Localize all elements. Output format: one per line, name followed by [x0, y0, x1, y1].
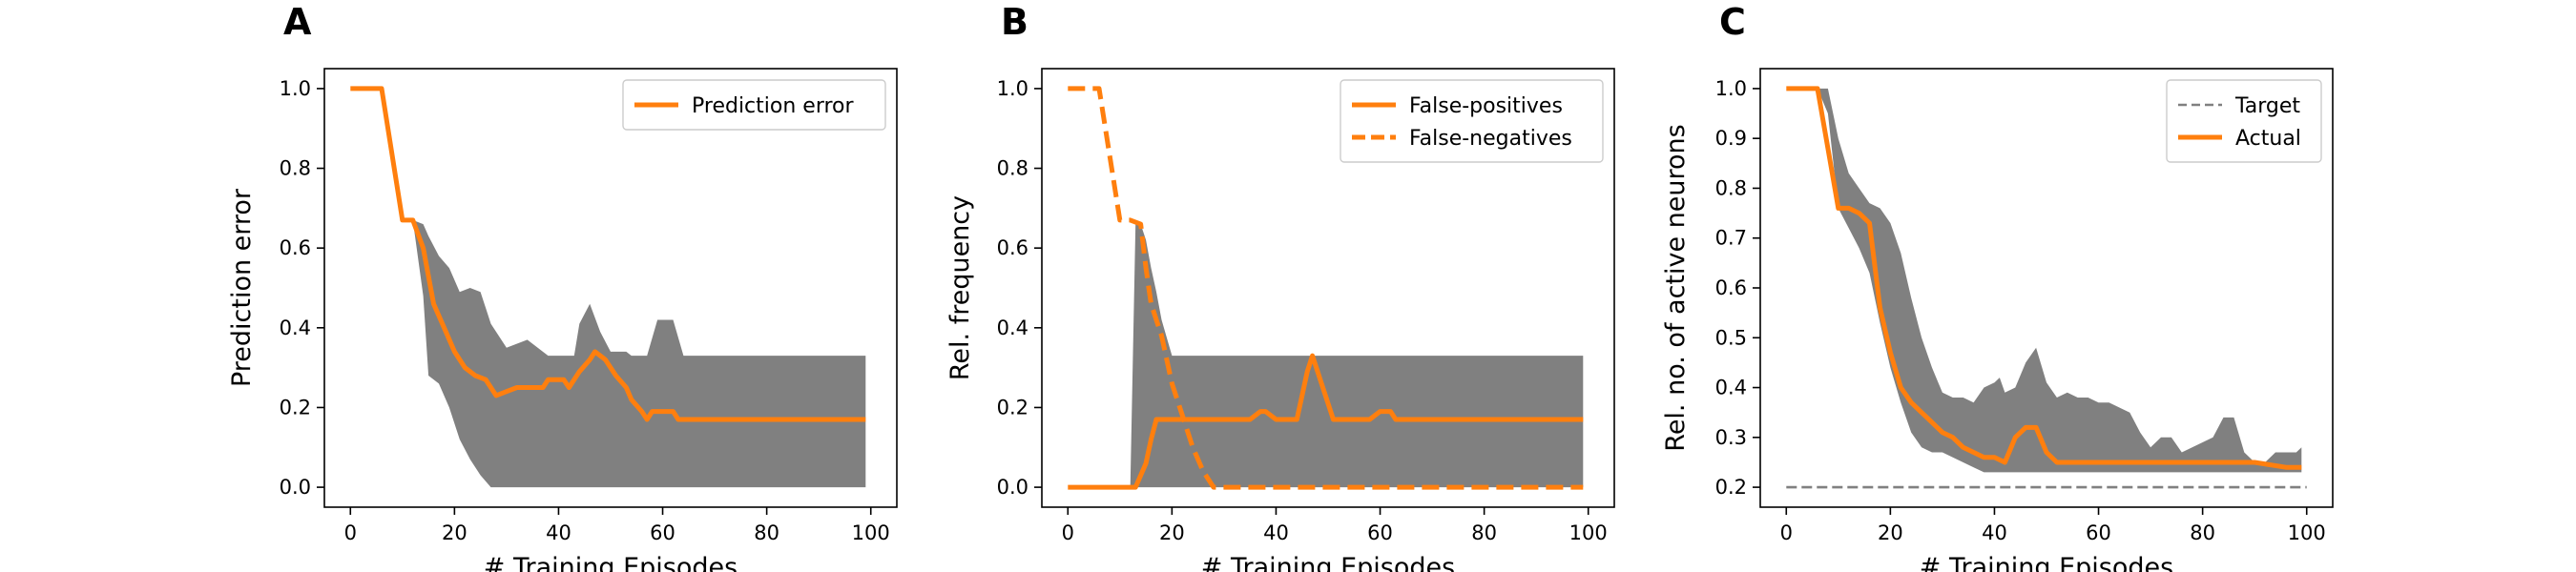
x-tick-label: 0	[1062, 521, 1074, 544]
y-tick-label: 0.8	[280, 157, 311, 180]
series-line-false-positives	[1068, 353, 1584, 490]
x-tick-label: 40	[546, 521, 571, 544]
x-tick-label: 40	[1982, 521, 2007, 544]
panel-letter: C	[1719, 1, 1746, 43]
spread-band	[350, 88, 866, 488]
x-tick-label: 20	[442, 521, 467, 544]
panel-letter: A	[283, 1, 312, 43]
x-tick-label: 100	[852, 521, 890, 544]
axes-frame	[1041, 68, 1615, 508]
legend: Target Actual	[2166, 79, 2322, 163]
legend-box	[1340, 79, 1604, 163]
x-tick-label: 60	[2086, 521, 2111, 544]
legend-box	[622, 79, 886, 131]
y-tick-label: 0.7	[1715, 227, 1747, 250]
y-tick-label: 0.4	[997, 317, 1028, 339]
y-tick-label: 1.0	[1715, 77, 1747, 100]
x-tick-label: 100	[1569, 521, 1608, 544]
y-axis-label: Prediction error	[227, 188, 257, 387]
series-line-actual	[1786, 86, 2302, 470]
y-tick-label: 1.0	[280, 77, 311, 100]
panel-c: C 0 20 40 60 80 100 0.2 0.3 0.4 0.5 0.6 0.7 0.8 0.9 1.0…	[1661, 1, 2334, 572]
legend-entry: Prediction error	[692, 94, 854, 118]
y-tick-label: 0.0	[997, 476, 1028, 499]
x-axis-label: # Training Episodes	[1201, 553, 1455, 572]
x-tick-label: 0	[344, 521, 357, 544]
y-tick-label: 0.8	[997, 157, 1028, 180]
x-tick-label: 100	[2288, 521, 2326, 544]
legend: Prediction error	[622, 79, 886, 131]
legend-entry: Actual	[2235, 127, 2301, 151]
y-tick-label: 0.4	[280, 317, 311, 339]
y-tick-label: 0.5	[1715, 326, 1747, 349]
x-tick-label: 0	[1780, 521, 1793, 544]
y-tick-label: 0.8	[1715, 176, 1747, 199]
x-tick-label: 80	[2190, 521, 2215, 544]
y-tick-label: 0.6	[280, 236, 311, 259]
panel-a: A 0 20 40 60 80 100 0.0 0.2 0.4 0.6 0.8 1.0 # Trainin…	[227, 1, 898, 572]
series-line-prediction-error	[350, 86, 866, 422]
y-tick-label: 1.0	[997, 77, 1028, 100]
x-tick-label: 60	[1367, 521, 1393, 544]
legend-entry: Target	[2234, 94, 2300, 118]
x-tick-label: 60	[650, 521, 675, 544]
panel-b: B 0 20 40 60 80 100 0.0 0.2 0.4 0.6 0.8 1.0 # Trainin…	[945, 1, 1615, 572]
series-line-false-negatives	[1068, 86, 1584, 490]
spread-band	[1786, 88, 2302, 473]
y-tick-label: 0.9	[1715, 127, 1747, 150]
x-axis-label: # Training Episodes	[484, 553, 737, 572]
x-axis-label: # Training Episodes	[1920, 553, 2173, 572]
y-tick-label: 0.2	[280, 396, 311, 419]
y-axis-label: Rel. no. of active neurons	[1661, 124, 1691, 451]
y-tick-label: 0.6	[1715, 276, 1747, 299]
x-tick-label: 80	[1471, 521, 1497, 544]
x-tick-label: 40	[1263, 521, 1289, 544]
y-axis-label: Rel. frequency	[945, 195, 975, 380]
legend-box	[2166, 79, 2322, 163]
y-tick-label: 0.3	[1715, 426, 1747, 449]
legend-entry: False-positives	[1409, 94, 1563, 118]
x-tick-label: 80	[754, 521, 779, 544]
axes-frame	[323, 68, 898, 508]
panel-letter: B	[1001, 1, 1028, 43]
y-tick-label: 0.4	[1715, 377, 1747, 399]
y-tick-label: 0.2	[997, 396, 1028, 419]
y-tick-label: 0.0	[280, 476, 311, 499]
legend: False-positives False-negatives	[1340, 79, 1604, 163]
x-tick-label: 20	[1159, 521, 1185, 544]
y-tick-label: 0.2	[1715, 476, 1747, 499]
legend-entry: False-negatives	[1409, 127, 1572, 151]
y-tick-label: 0.6	[997, 236, 1028, 259]
x-tick-label: 20	[1878, 521, 1903, 544]
